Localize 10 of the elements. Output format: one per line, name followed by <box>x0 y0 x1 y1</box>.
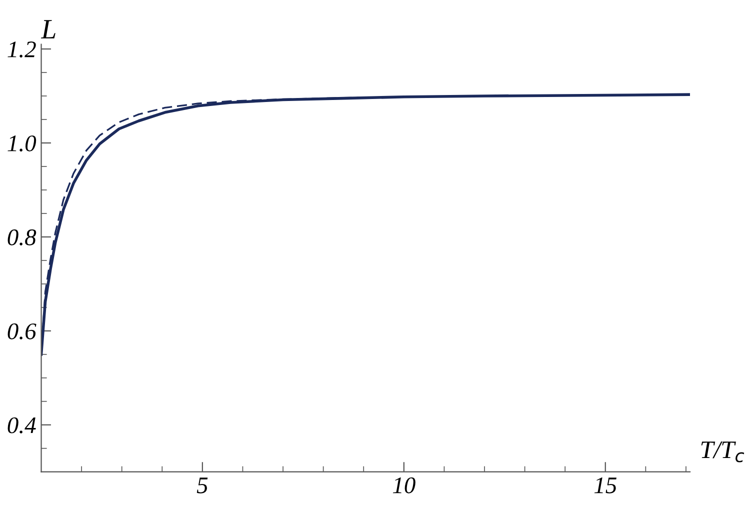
y-tick-label: 0.4 <box>8 417 36 434</box>
y-axis-title: L <box>40 20 56 38</box>
x-tick-label: 5 <box>196 478 208 494</box>
x-axis-title: T/T$_{c}$ <box>701 441 744 462</box>
y-tick-label: 1.2 <box>8 42 36 58</box>
y-tick-label: 0.6 <box>8 323 36 340</box>
y-tick-label: 1.0 <box>8 135 36 152</box>
x-tick-label: 10 <box>392 477 416 494</box>
x-tick-label: 15 <box>594 478 616 494</box>
y-tick-label: 0.8 <box>8 229 36 246</box>
